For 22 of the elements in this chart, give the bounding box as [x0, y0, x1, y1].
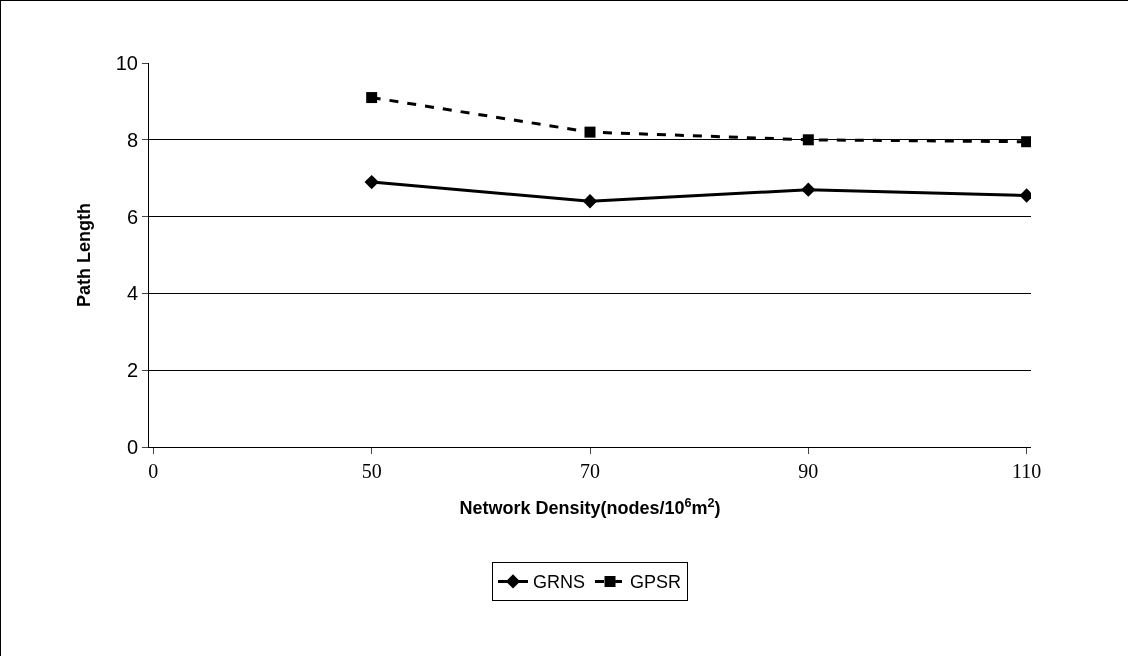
x-tick-label: 0	[148, 460, 159, 482]
x-tick-label: 70	[580, 460, 600, 482]
legend-label: GPSR	[630, 572, 682, 593]
x-tick-label: 90	[798, 460, 819, 482]
y-tick-label: 4	[126, 282, 138, 305]
y-tick-label: 0	[126, 436, 138, 458]
y-tick-label: 8	[126, 128, 138, 151]
y-axis-title: Path Length	[73, 203, 94, 307]
point	[1021, 136, 1031, 148]
x-axis-title: Network Density(nodes/10$^{6}$m$^{2}$)	[459, 495, 721, 519]
x-tick-label: 50	[361, 460, 382, 482]
point	[582, 194, 598, 209]
y-tick-label: 2	[126, 359, 138, 382]
legend-label: GRNS	[533, 572, 586, 593]
point	[801, 182, 816, 197]
point	[366, 92, 378, 104]
point	[802, 134, 814, 146]
y-tick-label: 10	[115, 52, 138, 74]
point	[364, 174, 379, 190]
y-tick-label: 6	[126, 205, 138, 228]
point	[584, 126, 596, 138]
x-tick-label: 110	[1012, 460, 1042, 482]
